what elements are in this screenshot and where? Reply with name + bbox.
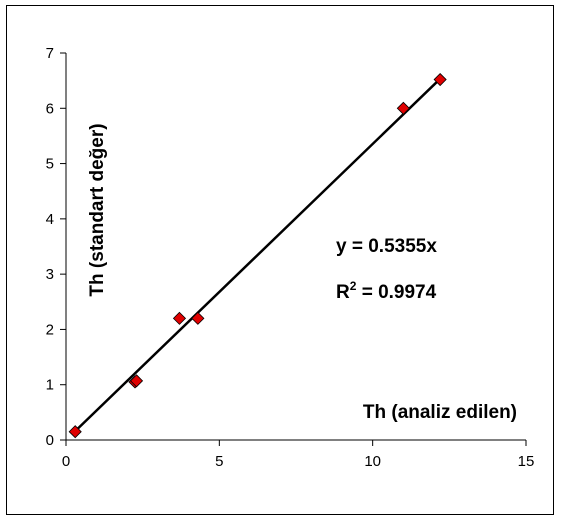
x-tick-label: 15 xyxy=(518,453,535,470)
axes xyxy=(65,53,526,441)
y-tick-label: 7 xyxy=(46,45,54,62)
y-tick-label: 5 xyxy=(46,156,54,173)
data-point xyxy=(68,425,82,439)
data-point xyxy=(433,72,447,87)
y-ticks: 0 1 2 3 4 5 6 7 xyxy=(46,45,66,449)
y-tick-label: 6 xyxy=(46,100,54,117)
trendline-equation: y = 0.5355x xyxy=(336,236,437,257)
r-squared-exponent: 2 xyxy=(350,279,357,293)
y-tick-label: 1 xyxy=(46,377,54,394)
x-ticks: 0 5 10 15 xyxy=(62,440,535,470)
y-tick-label: 3 xyxy=(46,266,54,283)
x-tick-label: 10 xyxy=(364,453,381,470)
y-tick-label: 0 xyxy=(46,432,54,449)
x-tick-label: 0 xyxy=(62,453,70,470)
data-point xyxy=(191,311,205,325)
x-tick-label: 5 xyxy=(215,453,223,470)
trendline xyxy=(74,77,442,433)
chart-frame xyxy=(6,5,554,515)
y-tick-label: 4 xyxy=(46,211,54,228)
r-squared-label: R2 = 0.9974 xyxy=(336,279,437,303)
r-squared-prefix: R xyxy=(336,282,350,303)
data-point xyxy=(172,311,187,325)
y-axis-title: Th (standart değer) xyxy=(87,123,108,296)
data-points xyxy=(68,72,447,439)
data-point xyxy=(396,101,410,115)
r-squared-value: = 0.9974 xyxy=(356,282,436,303)
x-axis-title: Th (analiz edilen) xyxy=(363,402,517,423)
y-tick-label: 2 xyxy=(46,321,54,338)
data-point xyxy=(129,374,144,388)
